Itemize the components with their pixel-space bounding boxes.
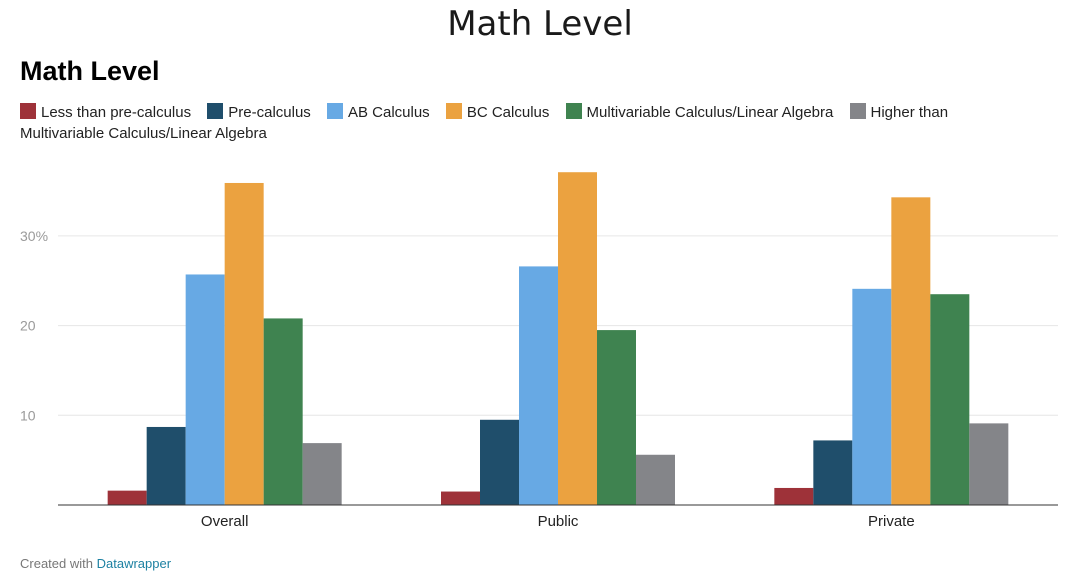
legend-item: Pre-calculus — [207, 103, 311, 121]
bar[interactable] — [891, 197, 931, 506]
legend-label: Higher than Multivariable Calculus/Linea… — [20, 104, 949, 142]
x-category-label: Overall — [201, 513, 249, 530]
legend-label: Multivariable Calculus/Linear Algebra — [586, 104, 834, 121]
legend-item: Higher than Multivariable Calculus/Linea… — [20, 103, 949, 142]
bar[interactable] — [519, 266, 558, 505]
bar[interactable] — [597, 330, 636, 505]
bar[interactable] — [302, 443, 342, 505]
legend-swatch — [326, 103, 343, 119]
legend: Less than pre-calculus Pre-calculus AB C… — [20, 102, 1020, 144]
bar[interactable] — [224, 182, 264, 506]
y-tick-label: 10 — [20, 407, 36, 423]
chart-title: Math Level — [20, 56, 160, 86]
footer-prefix: Created with — [20, 556, 93, 571]
legend-label: BC Calculus — [466, 104, 550, 121]
bar[interactable] — [146, 426, 186, 505]
legend-item: Less than pre-calculus — [20, 103, 192, 121]
bar[interactable] — [930, 294, 970, 505]
bar[interactable] — [969, 423, 1009, 505]
chart-plot: 10 20 30% Overall Public Private — [20, 172, 1058, 530]
bar[interactable] — [852, 288, 892, 505]
legend-label: AB Calculus — [347, 104, 430, 121]
bar[interactable] — [813, 440, 853, 505]
legend-swatch — [849, 103, 866, 119]
legend-swatch — [565, 103, 582, 119]
y-tick-label: 30% — [20, 228, 48, 244]
legend-item: AB Calculus — [326, 103, 430, 121]
bar[interactable] — [558, 172, 597, 505]
legend-swatch — [207, 103, 224, 119]
legend-swatch — [20, 103, 36, 119]
legend-swatch — [445, 103, 462, 119]
datawrapper-link[interactable]: Datawrapper — [96, 556, 172, 571]
x-category-label: Private — [868, 513, 915, 530]
page-title: Math Level — [447, 4, 633, 44]
legend-item: BC Calculus — [445, 103, 550, 121]
bar[interactable] — [263, 318, 303, 505]
bar[interactable] — [774, 487, 814, 505]
bar[interactable] — [480, 419, 519, 505]
bar[interactable] — [185, 274, 225, 505]
bar[interactable] — [441, 491, 480, 505]
footer: Created with Datawrapper — [20, 556, 171, 571]
bar[interactable] — [107, 490, 147, 505]
legend-label: Less than pre-calculus — [41, 104, 192, 121]
x-category-label: Public — [538, 513, 579, 530]
legend-label: Pre-calculus — [228, 104, 311, 121]
bar[interactable] — [636, 454, 675, 505]
legend-item: Multivariable Calculus/Linear Algebra — [565, 103, 834, 121]
y-tick-label: 20 — [20, 318, 36, 334]
